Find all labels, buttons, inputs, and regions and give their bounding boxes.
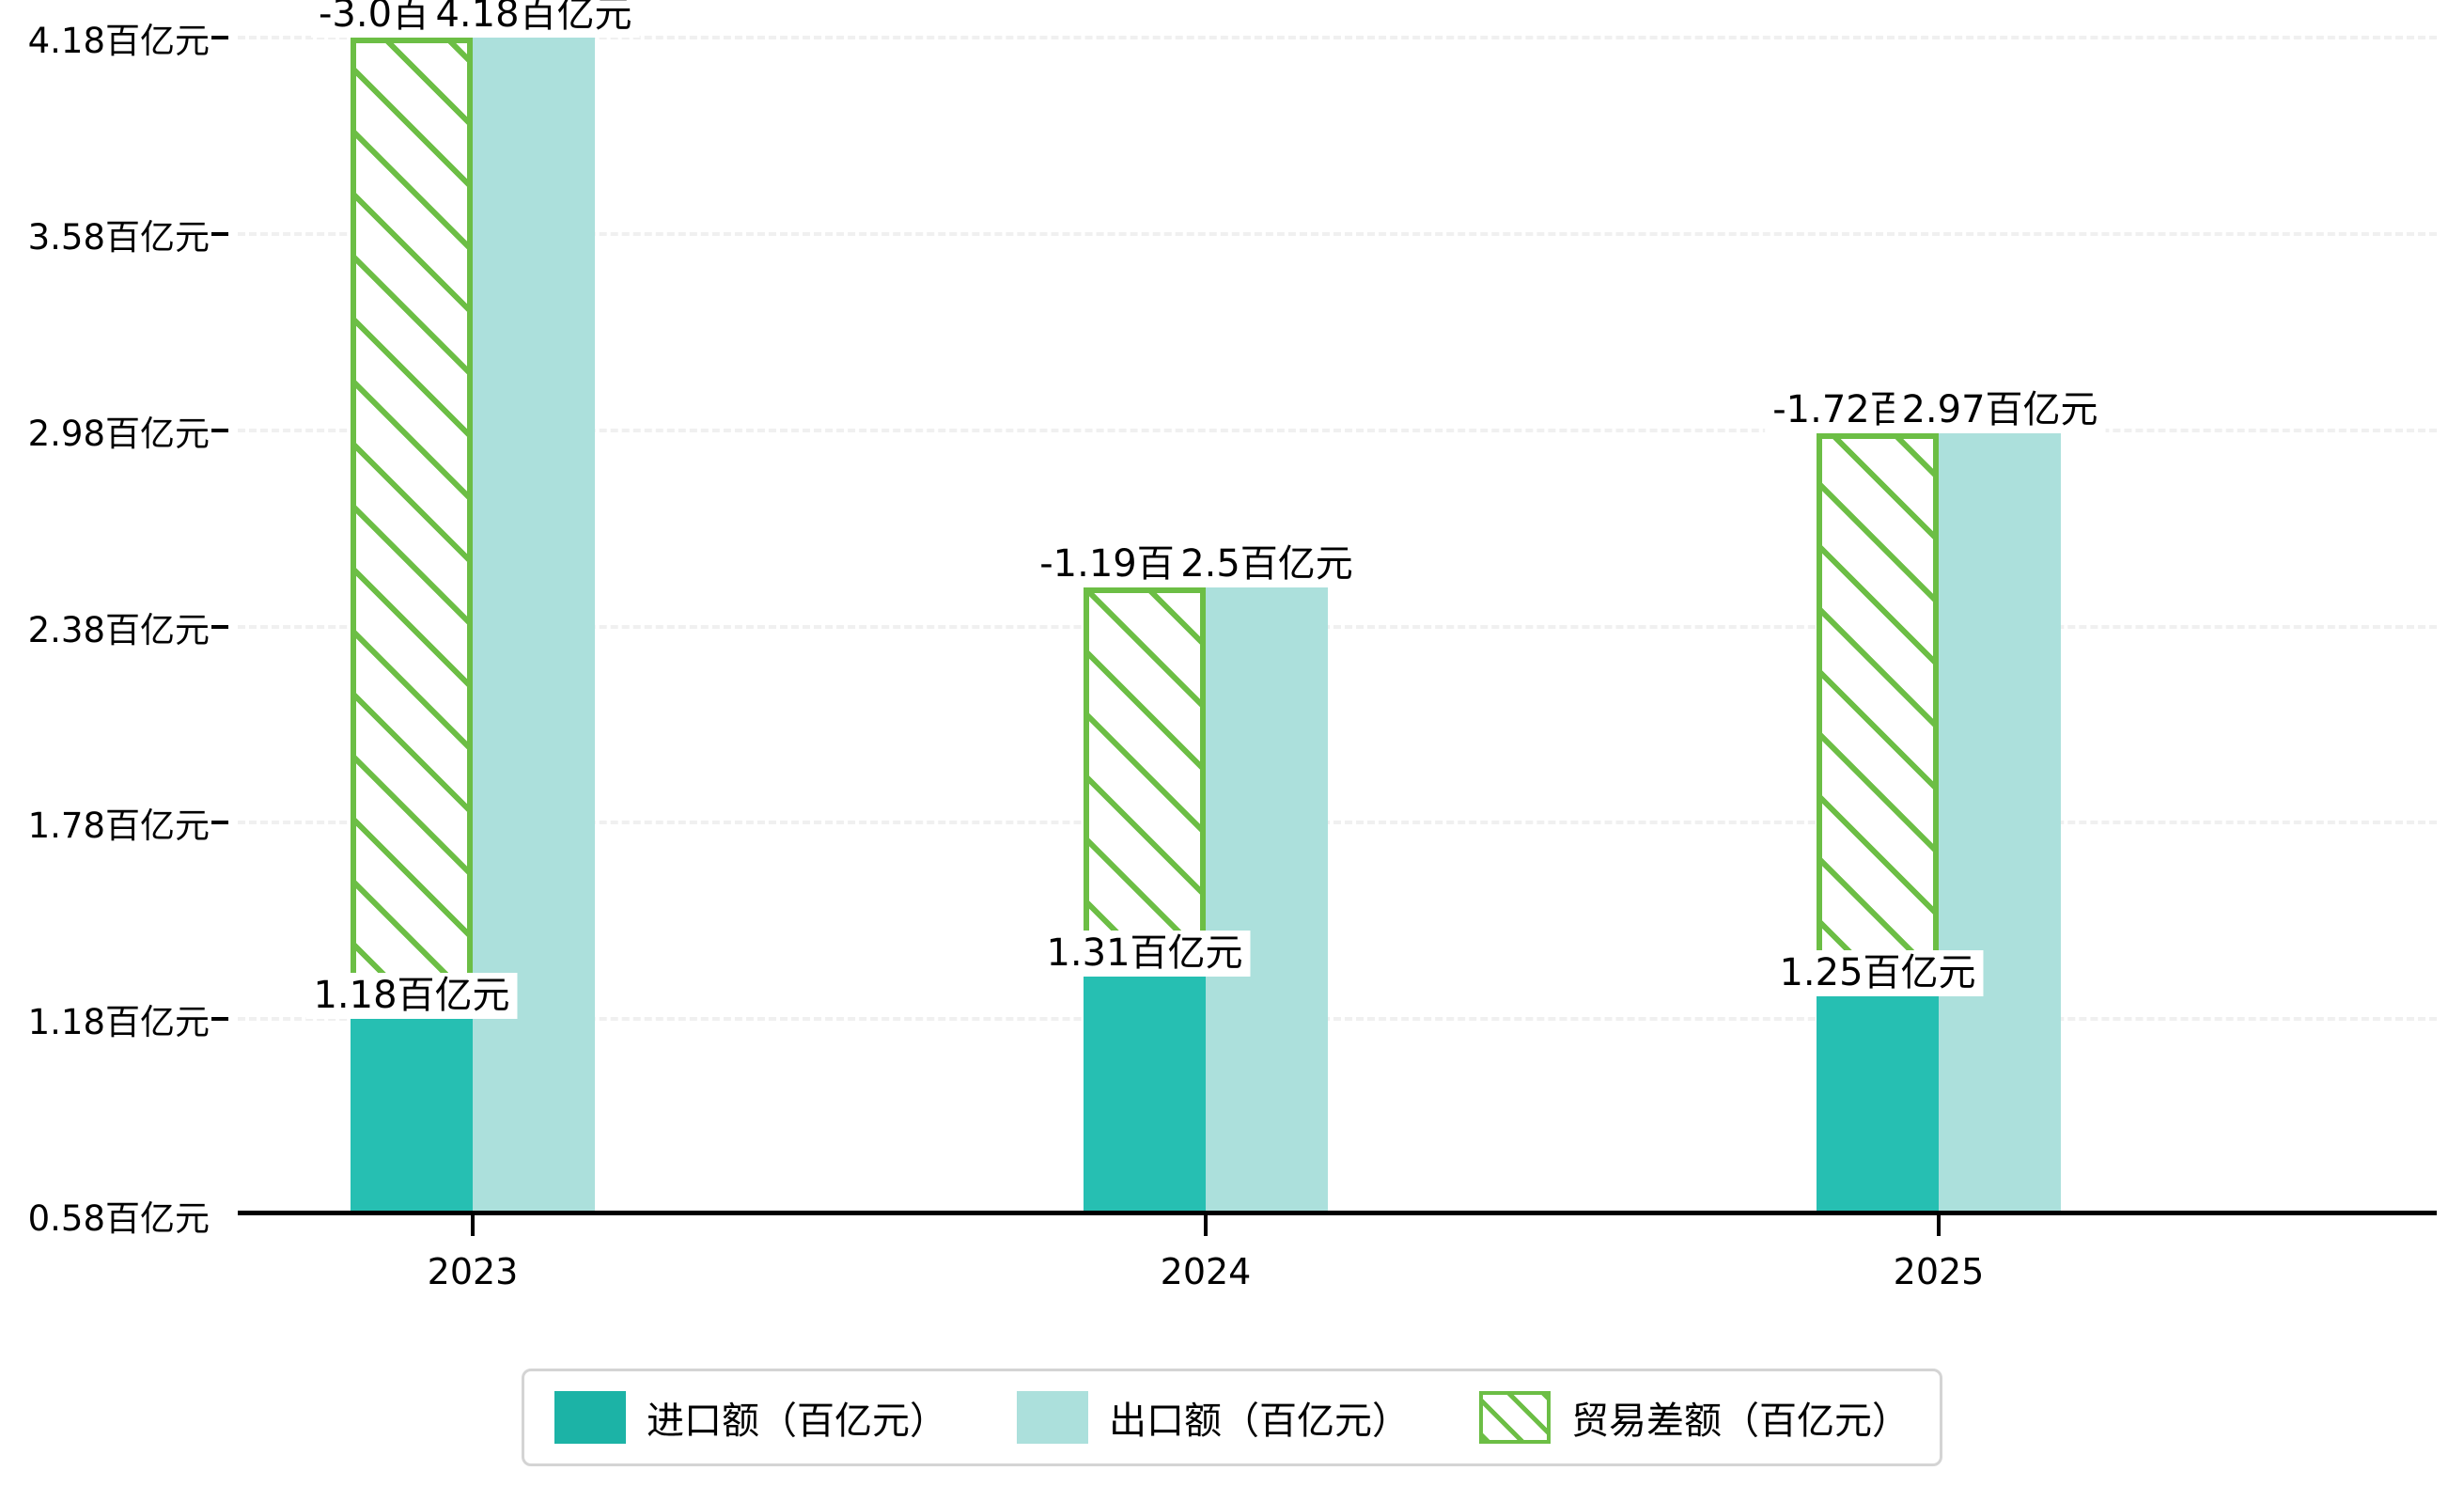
y-axis-tick-mark — [211, 821, 228, 825]
balance-hatch-swatch-icon — [1479, 1391, 1551, 1444]
x-axis-line — [238, 1211, 2437, 1215]
legend-label-export: 出口额（百亿元） — [1109, 1400, 1410, 1443]
data-label-import-2024: 1.31百亿元 — [1038, 931, 1251, 977]
legend-label-trade-balance: 贸易差额（百亿元） — [1571, 1400, 1910, 1443]
y-axis-tick-label: 0.58百亿元 — [27, 1198, 210, 1239]
data-label-export-2023: 4.18百亿元 — [428, 0, 640, 38]
y-axis-tick-label: 2.98百亿元 — [27, 413, 210, 454]
bar-trade-balance-2025[interactable] — [1817, 432, 1939, 996]
gridline — [238, 428, 2437, 432]
bar-export-2023[interactable] — [473, 38, 595, 1215]
y-axis-tick-label: 3.58百亿元 — [27, 216, 210, 258]
data-label-export-2025: 2.97百亿元 — [1894, 387, 2106, 433]
x-axis-tick-label-2024: 2024 — [1160, 1251, 1252, 1292]
gridline — [238, 231, 2437, 236]
x-axis-tick-mark — [471, 1215, 475, 1236]
data-label-import-2025: 1.25百亿元 — [1771, 950, 1984, 996]
bar-trade-balance-2024[interactable] — [1084, 587, 1206, 977]
x-axis-tick-label-2023: 2023 — [427, 1251, 519, 1292]
gridline — [238, 1017, 2437, 1022]
y-axis-tick-mark — [211, 1017, 228, 1022]
legend-item-import[interactable]: 进口额（百亿元） — [554, 1390, 947, 1445]
y-axis-tick-label: 2.38百亿元 — [27, 609, 210, 650]
legend-item-export[interactable]: 出口额（百亿元） — [1017, 1390, 1410, 1445]
y-axis-tick-mark — [211, 428, 228, 432]
gridline — [238, 624, 2437, 629]
y-axis-tick-mark — [211, 624, 228, 629]
y-axis-tick-label: 1.78百亿元 — [27, 806, 210, 847]
bar-export-2024[interactable] — [1206, 587, 1328, 1215]
y-axis-tick-mark — [211, 231, 228, 236]
y-axis-tick-label: 4.18百亿元 — [27, 21, 210, 61]
gridline — [238, 821, 2437, 825]
bar-import-2024[interactable] — [1084, 976, 1206, 1215]
legend-label-import: 进口额（百亿元） — [647, 1400, 947, 1443]
legend-item-trade-balance[interactable]: 贸易差额（百亿元） — [1479, 1390, 1910, 1445]
bar-import-2023[interactable] — [351, 1019, 473, 1215]
export-swatch-icon — [1017, 1391, 1088, 1444]
chart-legend: 进口额（百亿元） 出口额（百亿元） 贸易差额（百亿元） — [522, 1369, 1942, 1466]
import-swatch-icon — [554, 1391, 626, 1444]
x-axis-tick-mark — [1937, 1215, 1941, 1236]
bar-export-2025[interactable] — [1939, 432, 2061, 1215]
bar-import-2025[interactable] — [1817, 995, 1939, 1215]
plot-area: 4.18百亿元 3.58百亿元 2.98百亿元 2.38百亿元 1.78百亿元 … — [28, 0, 2437, 1292]
gridline — [238, 36, 2437, 39]
data-label-import-2023: 1.18百亿元 — [305, 973, 518, 1020]
y-axis-tick-mark — [211, 36, 228, 39]
y-axis-tick-label: 1.18百亿元 — [27, 1002, 210, 1043]
bar-trade-balance-2023[interactable] — [351, 38, 473, 1020]
x-axis-tick-mark — [1204, 1215, 1208, 1236]
data-label-export-2024: 2.5百亿元 — [1173, 540, 1361, 587]
x-axis-tick-label-2025: 2025 — [1893, 1251, 1985, 1292]
